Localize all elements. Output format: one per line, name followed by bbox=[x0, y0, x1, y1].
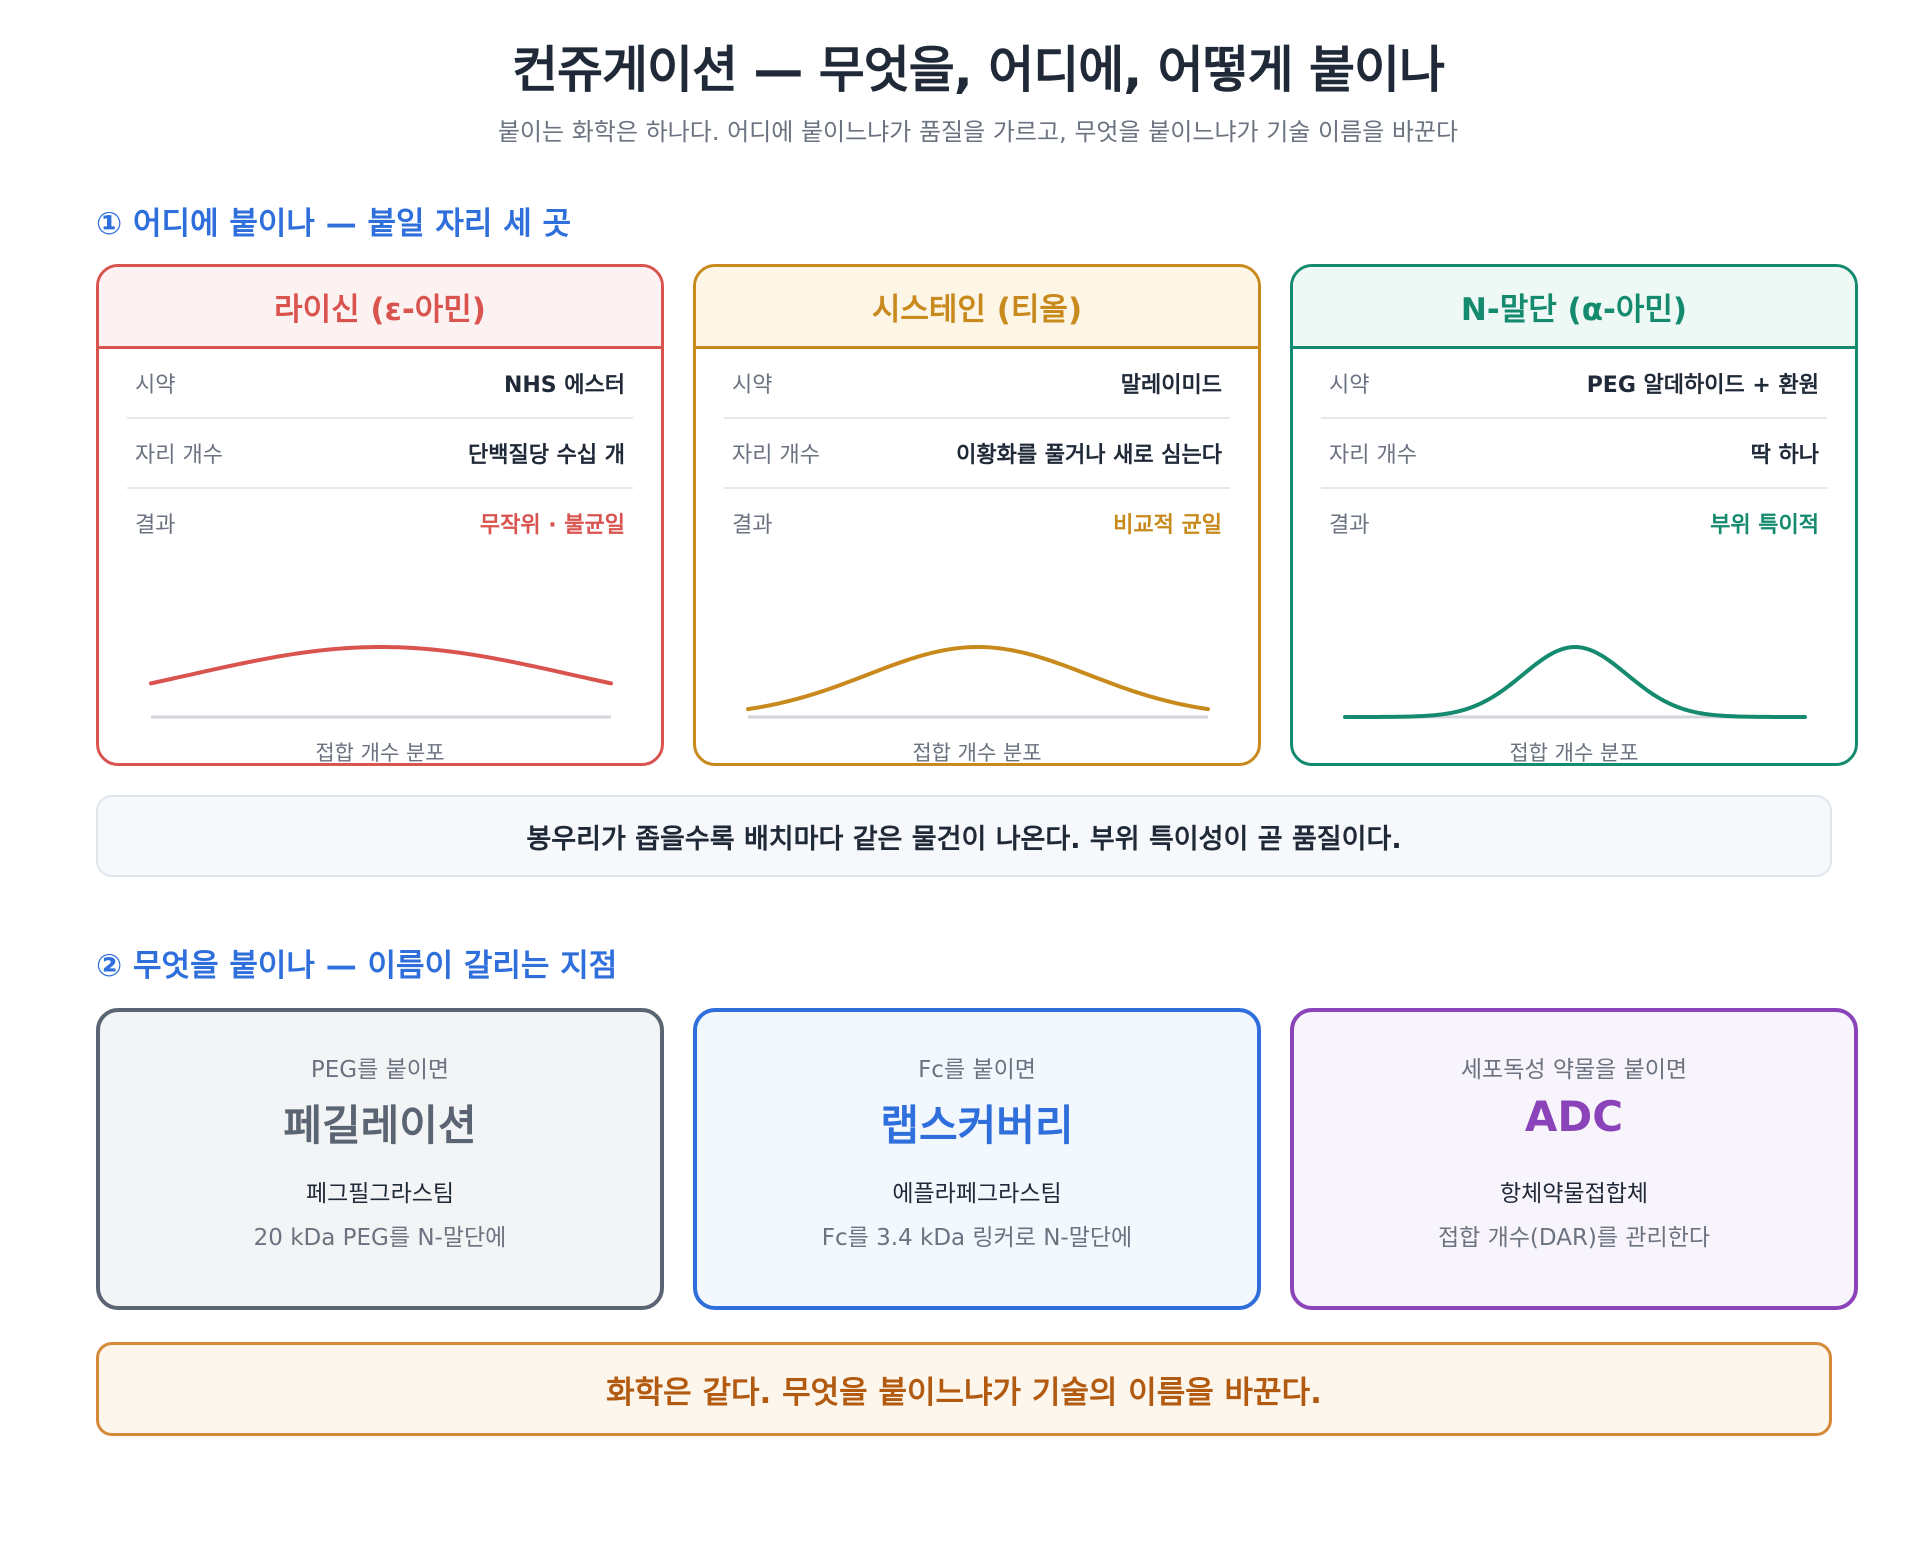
page-subtitle: 붙이는 화학은 하나다. 어디에 붙이느냐가 품질을 가르고, 무엇을 붙이느냐… bbox=[497, 118, 1459, 146]
row-label: 자리 개수 bbox=[1329, 443, 1417, 468]
tech-condition: PEG를 붙이면 bbox=[310, 1057, 450, 1083]
row-label: 시약 bbox=[1329, 373, 1370, 398]
tech-name: 페길레이션 bbox=[283, 1101, 477, 1150]
row-result: 결과 무작위 · 불균일 bbox=[127, 489, 633, 557]
site-card-title: N-말단 (α-아민) bbox=[1293, 267, 1855, 349]
curve-caption: 접합 개수 분포 bbox=[315, 741, 445, 765]
tech-name: 랩스커버리 bbox=[880, 1101, 1074, 1150]
row-site-count: 자리 개수 단백질당 수십 개 bbox=[127, 419, 633, 489]
page-title: 컨쥬게이션 — 무엇을, 어디에, 어떻게 붙이나 bbox=[511, 41, 1445, 99]
distribution-line bbox=[1343, 645, 1807, 719]
row-reagent: 시약 말레이미드 bbox=[724, 349, 1230, 419]
curve-caption: 접합 개수 분포 bbox=[1509, 741, 1639, 765]
row-label: 시약 bbox=[135, 373, 176, 398]
row-value: PEG 알데하이드 + 환원 bbox=[1586, 373, 1819, 398]
site-card-title: 라이신 (ε-아민) bbox=[99, 267, 661, 349]
row-value-result: 비교적 균일 bbox=[1113, 513, 1222, 538]
tech-example: 에플라페그라스팀 bbox=[892, 1181, 1062, 1207]
row-site-count: 자리 개수 이황화를 풀거나 새로 심는다 bbox=[724, 419, 1230, 489]
site-card-n-terminus: N-말단 (α-아민) 시약 PEG 알데하이드 + 환원 자리 개수 딱 하나… bbox=[1290, 264, 1858, 766]
tech-condition: Fc를 붙이면 bbox=[918, 1057, 1036, 1083]
row-result: 결과 부위 특이적 bbox=[1321, 489, 1827, 557]
site-card-title: 시스테인 (티올) bbox=[696, 267, 1258, 349]
row-value-result: 부위 특이적 bbox=[1710, 513, 1819, 538]
section1-title: ① 어디에 붙이나 — 붙일 자리 세 곳 bbox=[96, 206, 572, 242]
tech-description: Fc를 3.4 kDa 링커로 N-말단에 bbox=[821, 1225, 1133, 1251]
tech-condition: 세포독성 약물을 붙이면 bbox=[1460, 1057, 1688, 1083]
row-label: 자리 개수 bbox=[732, 443, 820, 468]
tech-description: 접합 개수(DAR)를 관리한다 bbox=[1437, 1225, 1711, 1251]
tech-description: 20 kDa PEG를 N-말단에 bbox=[253, 1225, 507, 1251]
row-label: 시약 bbox=[732, 373, 773, 398]
site-card-cysteine: 시스테인 (티올) 시약 말레이미드 자리 개수 이황화를 풀거나 새로 심는다… bbox=[693, 264, 1261, 766]
distribution-curve bbox=[149, 645, 613, 719]
naming-note: 화학은 같다. 무엇을 붙이느냐가 기술의 이름을 바꾼다. bbox=[96, 1342, 1832, 1436]
row-reagent: 시약 NHS 에스터 bbox=[127, 349, 633, 419]
distribution-curve bbox=[1343, 645, 1807, 719]
curve-caption: 접합 개수 분포 bbox=[912, 741, 1042, 765]
row-value: 이황화를 풀거나 새로 심는다 bbox=[956, 443, 1222, 468]
section2-title: ② 무엇을 붙이나 — 이름이 갈리는 지점 bbox=[96, 948, 618, 984]
row-site-count: 자리 개수 딱 하나 bbox=[1321, 419, 1827, 489]
row-label: 자리 개수 bbox=[135, 443, 223, 468]
row-reagent: 시약 PEG 알데하이드 + 환원 bbox=[1321, 349, 1827, 419]
row-value: 말레이미드 bbox=[1120, 373, 1222, 398]
distribution-line bbox=[149, 645, 613, 686]
tech-card-adc: 세포독성 약물을 붙이면 ADC 항체약물접합체 접합 개수(DAR)를 관리한… bbox=[1290, 1008, 1858, 1310]
row-value: NHS 에스터 bbox=[503, 373, 625, 398]
row-value: 단백질당 수십 개 bbox=[468, 443, 625, 468]
row-label: 결과 bbox=[1329, 513, 1370, 538]
row-result: 결과 비교적 균일 bbox=[724, 489, 1230, 557]
site-card-lysine: 라이신 (ε-아민) 시약 NHS 에스터 자리 개수 단백질당 수십 개 결과… bbox=[96, 264, 664, 766]
row-label: 결과 bbox=[732, 513, 773, 538]
tech-name: ADC bbox=[1524, 1092, 1624, 1141]
row-label: 결과 bbox=[135, 513, 176, 538]
site-specificity-note: 봉우리가 좁을수록 배치마다 같은 물건이 나온다. 부위 특이성이 곧 품질이… bbox=[96, 795, 1832, 877]
distribution-line bbox=[746, 645, 1210, 712]
distribution-curve bbox=[746, 645, 1210, 719]
tech-example: 항체약물접합체 bbox=[1499, 1181, 1649, 1207]
row-value-result: 무작위 · 불균일 bbox=[479, 513, 625, 538]
tech-example: 페그필그라스팀 bbox=[305, 1181, 455, 1207]
tech-card-pegylation: PEG를 붙이면 페길레이션 페그필그라스팀 20 kDa PEG를 N-말단에 bbox=[96, 1008, 664, 1310]
row-value: 딱 하나 bbox=[1750, 443, 1819, 468]
tech-card-lapscovery: Fc를 붙이면 랩스커버리 에플라페그라스팀 Fc를 3.4 kDa 링커로 N… bbox=[693, 1008, 1261, 1310]
